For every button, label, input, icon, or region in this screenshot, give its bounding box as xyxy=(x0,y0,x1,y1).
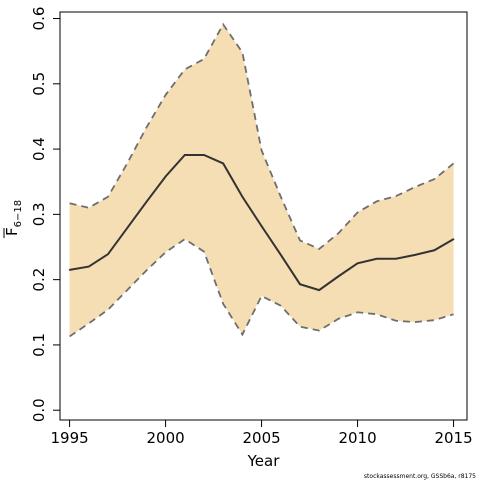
estimate-point xyxy=(337,275,340,278)
y-tick-label: 0.3 xyxy=(30,202,48,226)
estimate-point xyxy=(183,154,186,156)
x-axis-title: Year xyxy=(247,452,281,470)
footer-credit: stockassessment.org, GSSb6a, r8175 xyxy=(364,473,476,480)
x-tick-label: 1995 xyxy=(51,429,89,447)
estimate-point xyxy=(164,175,167,178)
y-tick-label: 0.0 xyxy=(30,398,48,422)
estimate-point xyxy=(203,154,205,156)
estimate-point xyxy=(260,225,263,227)
x-tick-label: 2005 xyxy=(242,429,280,447)
x-axis: 1995 2000 2005 2010 2015 xyxy=(51,420,473,447)
estimate-point xyxy=(452,238,455,240)
estimate-point xyxy=(107,253,109,255)
estimate-point xyxy=(395,257,397,260)
estimate-point xyxy=(414,254,416,256)
upper-bound-line xyxy=(69,22,455,251)
x-tick-label: 2000 xyxy=(146,429,184,447)
y-tick-label: 0.1 xyxy=(30,333,48,357)
y-axis-title: F6−18 xyxy=(3,200,24,238)
x-tick-label: 2010 xyxy=(338,429,376,447)
estimate-point xyxy=(126,227,128,229)
x-tick-label: 2015 xyxy=(434,429,472,447)
estimate-points xyxy=(68,154,455,291)
y-tick-label: 0.2 xyxy=(30,268,48,292)
estimate-point xyxy=(241,195,244,198)
estimate-point xyxy=(145,201,148,203)
y-axis: 0.0 0.1 0.2 0.3 0.4 0.5 0.6 xyxy=(30,7,60,422)
estimate-point xyxy=(222,162,224,165)
estimate-point xyxy=(433,249,436,252)
estimate-point xyxy=(299,283,301,286)
y-axis-title-symbol: F xyxy=(3,227,21,236)
estimate-point xyxy=(318,289,320,291)
svg-text:F6−18: F6−18 xyxy=(3,200,24,236)
estimate-point xyxy=(68,269,71,271)
confidence-band xyxy=(69,24,454,337)
plot-frame xyxy=(59,11,468,421)
y-tick-label: 0.5 xyxy=(30,72,48,96)
y-axis-title-subscript: 6−18 xyxy=(13,200,24,227)
estimate-point xyxy=(375,257,378,260)
estimate-point xyxy=(87,265,90,268)
estimate-point xyxy=(356,262,359,265)
y-tick-label: 0.6 xyxy=(30,7,48,31)
y-tick-label: 0.4 xyxy=(30,137,48,161)
estimate-point xyxy=(279,254,282,256)
